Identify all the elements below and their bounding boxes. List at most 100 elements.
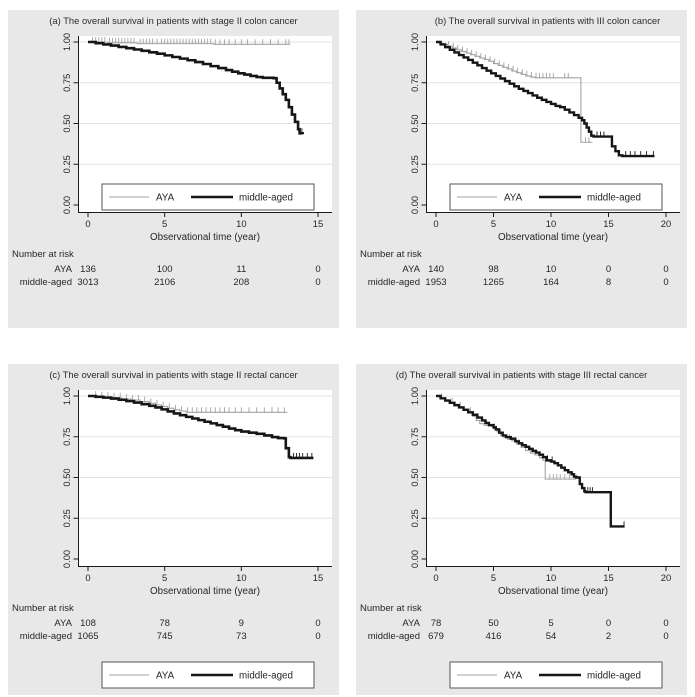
y-tick-label: 0.50 bbox=[62, 114, 72, 132]
risk-value: 98 bbox=[488, 264, 499, 275]
risk-value: 0 bbox=[606, 264, 611, 275]
risk-row-label: middle-aged bbox=[20, 631, 72, 642]
x-tick-label: 15 bbox=[603, 218, 613, 229]
risk-value: 0 bbox=[663, 264, 668, 275]
km-curve-middle-aged bbox=[436, 394, 625, 528]
risk-value: 0 bbox=[315, 264, 320, 275]
x-tick-label: 5 bbox=[491, 572, 496, 583]
legend-label: AYA bbox=[504, 193, 523, 204]
legend-label: AYA bbox=[156, 193, 175, 204]
legend-label: middle-aged bbox=[587, 193, 641, 204]
risk-value: 0 bbox=[606, 618, 611, 629]
x-tick-label: 10 bbox=[236, 572, 246, 583]
risk-value: 679 bbox=[428, 631, 444, 642]
y-tick-label: 0.75 bbox=[62, 428, 72, 446]
panel-d-plot-svg: 0.000.250.500.751.000 5 10 15 20Observationa… bbox=[360, 387, 680, 689]
x-tick-label: 5 bbox=[162, 218, 167, 229]
risk-value: 0 bbox=[663, 618, 668, 629]
risk-value: 3013 bbox=[77, 277, 98, 288]
x-tick-label: 15 bbox=[603, 572, 613, 583]
y-tick-label: 0.50 bbox=[410, 114, 420, 132]
km-curve-middle-aged bbox=[88, 394, 314, 460]
x-tick-label: 20 bbox=[661, 572, 671, 583]
risk-value: 1953 bbox=[425, 277, 446, 288]
x-axis-title: Observational time (year) bbox=[150, 586, 260, 597]
risk-value: 1265 bbox=[483, 277, 504, 288]
x-tick-label: 5 bbox=[491, 218, 496, 229]
risk-value: 745 bbox=[157, 631, 173, 642]
risk-row-label: AYA bbox=[54, 264, 72, 275]
km-curve-AYA bbox=[436, 41, 593, 143]
y-tick-label: 1.00 bbox=[410, 33, 420, 51]
y-tick-label: 0.00 bbox=[62, 550, 72, 568]
risk-value: 9 bbox=[239, 618, 244, 629]
x-tick-label: 5 bbox=[162, 572, 167, 583]
risk-value: 208 bbox=[233, 277, 249, 288]
risk-value: 0 bbox=[663, 277, 668, 288]
panel-c-plot-svg: 0.00 0.25 0.50 0.75 1.00 0 5 10 15 Observational … bbox=[12, 387, 332, 689]
y-tick-label: 0.75 bbox=[410, 428, 420, 446]
y-tick-label: 0.25 bbox=[410, 155, 420, 173]
legend-label: middle-aged bbox=[587, 671, 641, 682]
y-tick-label: 0.00 bbox=[62, 196, 72, 214]
x-tick-label: 10 bbox=[546, 572, 556, 583]
panel-a: (a) The overall survival in patients wit… bbox=[8, 10, 339, 328]
km-curve-AYA bbox=[88, 41, 291, 45]
x-axis-title: Observational time (year) bbox=[150, 232, 260, 243]
km-curve-middle-aged bbox=[436, 40, 655, 158]
risk-value: 2106 bbox=[154, 277, 175, 288]
risk-value: 100 bbox=[157, 264, 173, 275]
risk-value: 78 bbox=[431, 618, 442, 629]
panel-b-plot-svg: 0.00 0.25 0.50 0.75 1.00 0 5 10 15 20 Observationa… bbox=[360, 33, 680, 288]
km-curve-middle-aged bbox=[88, 40, 304, 135]
risk-value: 164 bbox=[543, 277, 559, 288]
risk-table-header: Number at risk bbox=[360, 249, 422, 260]
y-tick-label: 1.00 bbox=[62, 33, 72, 51]
risk-row-label: AYA bbox=[402, 618, 420, 629]
legend-label: middle-aged bbox=[239, 671, 293, 682]
y-tick-label: 1.00 bbox=[410, 387, 420, 405]
risk-value: 10 bbox=[546, 264, 557, 275]
risk-value: 0 bbox=[315, 277, 320, 288]
risk-row-label: middle-aged bbox=[368, 631, 420, 642]
panel-d-title: (d) The overall survival in patients wit… bbox=[395, 369, 648, 380]
risk-value: 416 bbox=[486, 631, 502, 642]
y-tick-label: 0.00 bbox=[410, 196, 420, 214]
panel-a-plot-svg: 0.00 0.25 0.50 0.75 1.00 0 5 10 15 Observational … bbox=[12, 33, 332, 288]
risk-value: 78 bbox=[159, 618, 170, 629]
risk-row-label: middle-aged bbox=[368, 277, 420, 288]
x-tick-label: 15 bbox=[313, 572, 323, 583]
risk-row-label: AYA bbox=[402, 264, 420, 275]
panel-c-title: (c) The overall survival in patients wit… bbox=[49, 369, 298, 380]
risk-table-header: Number at risk bbox=[12, 603, 74, 614]
risk-value: 54 bbox=[546, 631, 557, 642]
y-tick-label: 0.25 bbox=[410, 509, 420, 527]
x-tick-label: 10 bbox=[546, 218, 556, 229]
risk-row-label: middle-aged bbox=[20, 277, 72, 288]
x-axis-title: Observational time (year) bbox=[498, 232, 608, 243]
x-tick-label: 0 bbox=[85, 218, 90, 229]
risk-value: 140 bbox=[428, 264, 444, 275]
risk-value: 0 bbox=[315, 631, 320, 642]
risk-value: 2 bbox=[606, 631, 611, 642]
risk-value: 5 bbox=[548, 618, 553, 629]
risk-value: 108 bbox=[80, 618, 96, 629]
y-tick-label: 0.00 bbox=[410, 550, 420, 568]
panel-d: (d) The overall survival in patients wit… bbox=[356, 364, 687, 695]
risk-table-header: Number at risk bbox=[12, 249, 74, 260]
x-tick-label: 0 bbox=[433, 218, 438, 229]
y-tick-label: 0.75 bbox=[410, 74, 420, 92]
panel-b: (b) The overall survival in patients wit… bbox=[356, 10, 687, 328]
risk-value: 73 bbox=[236, 631, 247, 642]
y-tick-label: 0.25 bbox=[62, 509, 72, 527]
y-tick-label: 1.00 bbox=[62, 387, 72, 405]
y-tick-label: 0.50 bbox=[410, 468, 420, 486]
y-tick-label: 0.50 bbox=[62, 468, 72, 486]
x-tick-label: 0 bbox=[433, 572, 438, 583]
x-tick-label: 15 bbox=[313, 218, 323, 229]
risk-table-header: Number at risk bbox=[360, 603, 422, 614]
y-tick-label: 0.75 bbox=[62, 74, 72, 92]
risk-value: 136 bbox=[80, 264, 96, 275]
panel-b-title: (b) The overall survival in patients wit… bbox=[434, 15, 661, 26]
